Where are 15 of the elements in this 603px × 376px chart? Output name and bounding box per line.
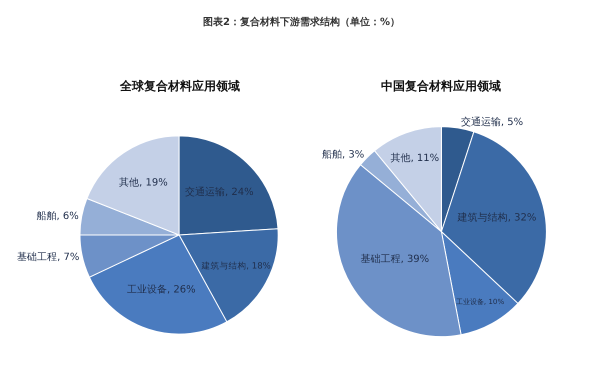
slice-label: 建筑与结构, 18% xyxy=(200,260,271,272)
slice-label: 工业设备, 26% xyxy=(127,283,196,296)
slice-label: 建筑与结构, 32% xyxy=(456,211,536,224)
slice-label: 船舶, 3% xyxy=(322,148,364,160)
slice-label: 其他, 19% xyxy=(119,176,168,188)
slice-label: 交通运输, 5% xyxy=(460,116,524,128)
chart-title: 全球复合材料应用领域 xyxy=(119,79,240,93)
slice-label: 基础工程, 7% xyxy=(17,250,80,263)
slice-label: 工业设备, 10% xyxy=(456,296,504,306)
slice-label: 船舶, 6% xyxy=(36,210,79,222)
slice-label: 基础工程, 39% xyxy=(360,253,430,266)
chart-title: 中国复合材料应用领域 xyxy=(381,79,501,93)
slice-label: 交通运输, 24% xyxy=(185,186,254,198)
slice-label: 其他, 11% xyxy=(390,152,440,164)
text: 图表2：复合材料下游需求结构（单位：%） xyxy=(203,16,400,28)
